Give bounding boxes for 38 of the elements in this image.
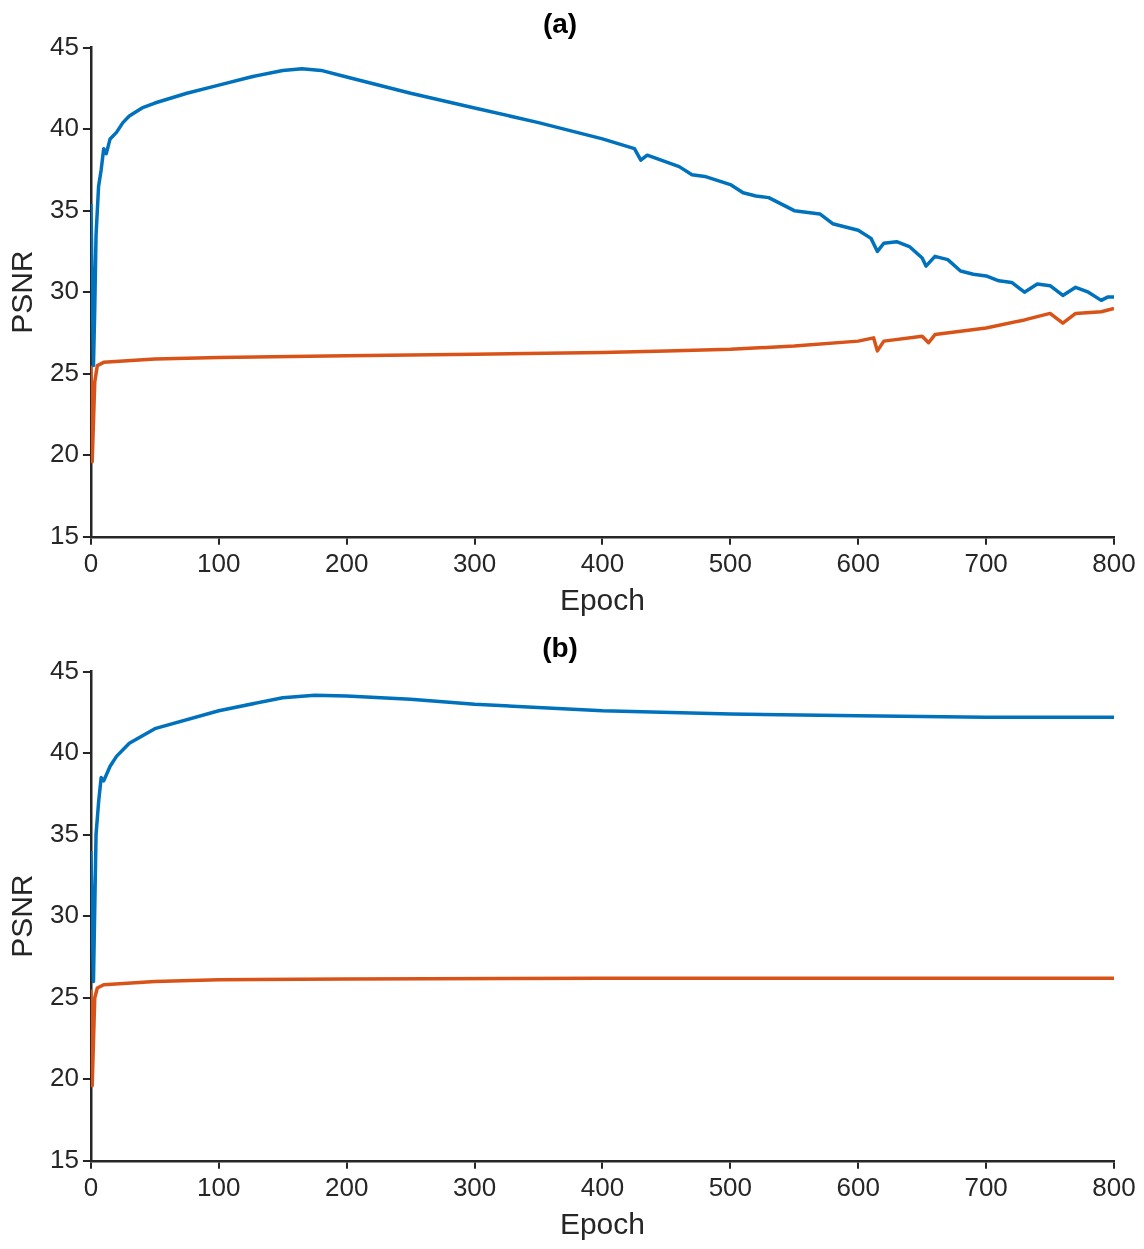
y-tick-label: 15	[50, 1143, 79, 1174]
x-tick-label: 100	[197, 1171, 241, 1202]
y-tick-label: 15	[50, 519, 79, 550]
x-tick-label: 400	[580, 1171, 625, 1202]
x-tick-label: 400	[580, 547, 625, 578]
y-tick-label: 20	[50, 438, 79, 469]
chart-title: (b)	[542, 631, 578, 663]
y-tick-label: 25	[50, 980, 79, 1011]
x-tick-label: 200	[324, 1171, 369, 1202]
chart-title: (a)	[542, 7, 578, 39]
y-tick-label: 30	[50, 899, 79, 930]
x-tick-label: 800	[1092, 547, 1136, 578]
y-axis-title: PSNR	[5, 874, 39, 958]
x-tick-label: 500	[708, 547, 753, 578]
y-tick-label: 40	[50, 736, 79, 767]
x-tick-label: 100	[197, 547, 241, 578]
y-tick-label: 25	[50, 356, 79, 387]
x-tick-label: 600	[836, 1171, 880, 1202]
y-tick-label: 45	[50, 30, 79, 61]
x-axis-title: Epoch	[559, 1207, 645, 1241]
y-tick-label: 35	[50, 193, 79, 224]
x-tick-label: 700	[964, 547, 1008, 578]
x-tick-label: 700	[964, 1171, 1008, 1202]
x-tick-label: 200	[324, 547, 369, 578]
y-tick-label: 40	[50, 112, 79, 143]
x-tick-label: 0	[83, 547, 99, 578]
y-axis-title: PSNR	[5, 250, 39, 334]
x-tick-label: 600	[836, 547, 880, 578]
x-axis-title: Epoch	[559, 583, 645, 617]
x-tick-label: 800	[1092, 1171, 1136, 1202]
y-tick-label: 30	[50, 275, 79, 306]
x-tick-label: 300	[452, 1171, 497, 1202]
y-tick-label: 35	[50, 817, 79, 848]
y-tick-label: 45	[50, 654, 79, 685]
x-tick-label: 500	[708, 1171, 753, 1202]
x-tick-label: 0	[83, 1171, 99, 1202]
y-tick-label: 20	[50, 1062, 79, 1093]
x-tick-label: 300	[452, 547, 497, 578]
